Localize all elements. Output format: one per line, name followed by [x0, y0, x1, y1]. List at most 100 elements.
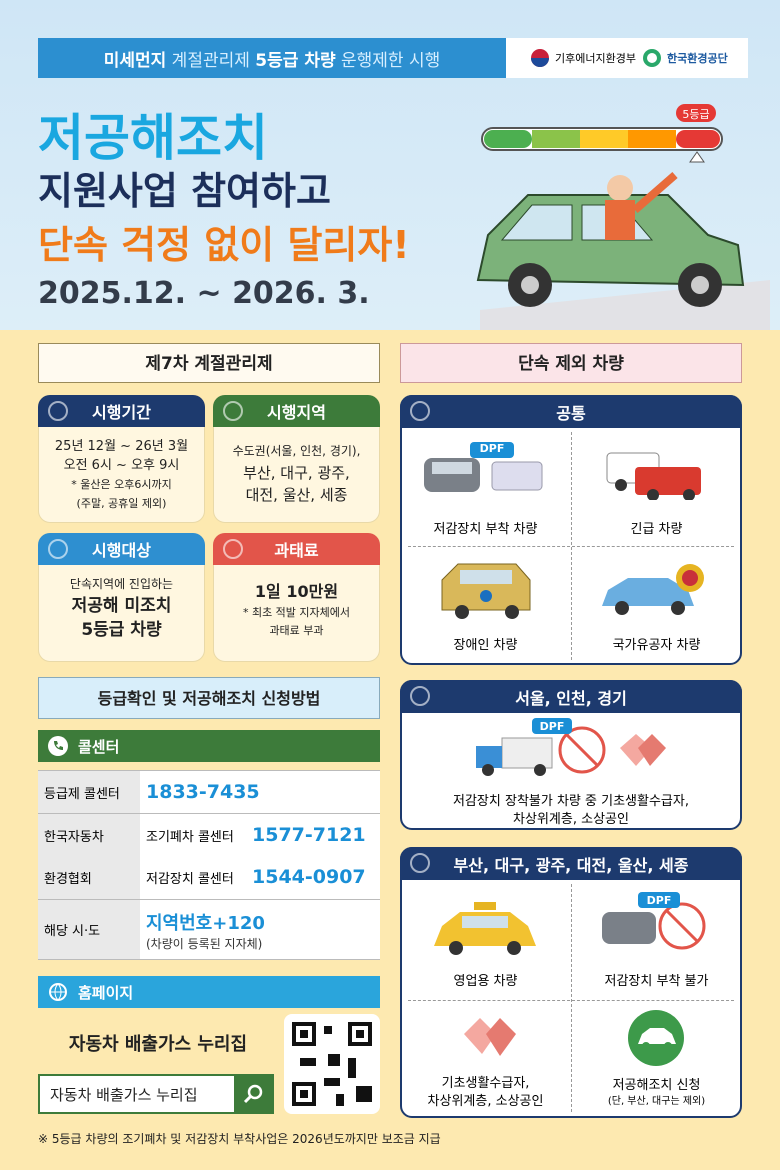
shape [531, 58, 549, 67]
shape [223, 539, 243, 559]
shape [647, 489, 659, 500]
dpf-car-icon [424, 442, 543, 492]
shape [247, 1084, 263, 1100]
item-label: 저공해조치 신청 [612, 1078, 701, 1093]
shape [689, 151, 705, 163]
shape [638, 1028, 676, 1044]
shape [671, 601, 685, 615]
shape [54, 741, 63, 750]
shape [482, 764, 494, 776]
shape [484, 130, 532, 148]
banner-part: 운행제한 시행 [335, 50, 441, 71]
shape [676, 130, 720, 148]
shape [580, 130, 628, 148]
gauge-label: 5등급 [682, 108, 710, 121]
box-header: 시행기간 [38, 395, 205, 427]
box-body: 1일 10만원 * 최초 적발 지자체에서 과태료 부과 [213, 580, 380, 640]
shape [664, 1042, 672, 1050]
logo-icon [643, 49, 661, 67]
shape [48, 539, 68, 559]
shape [464, 1018, 496, 1054]
group-header: 서울, 인천, 경기 [400, 680, 742, 713]
text: 저공해 미조치 [71, 596, 172, 616]
shape [676, 104, 716, 122]
shape [348, 1058, 356, 1078]
banner-bold: 미세먼지 [103, 50, 167, 71]
banner-part: 계절관리제 [166, 50, 256, 71]
box-header: 시행대상 [38, 533, 205, 565]
phone-icon [48, 736, 68, 756]
shape [602, 912, 656, 944]
group-label: 서울, 인천, 경기 [515, 688, 627, 708]
title-2: 지원사업 참여하고 [38, 169, 331, 213]
shape [682, 570, 698, 586]
item-label: 국가유공자 차량 [612, 638, 701, 653]
shape [521, 276, 539, 294]
dpf-label: DPF [646, 894, 672, 907]
search-button[interactable] [234, 1076, 272, 1112]
box-label: 시행지역 [267, 403, 326, 422]
shape [635, 467, 701, 495]
shape [615, 601, 629, 615]
text: * 울산은 오후6시까지 [71, 478, 172, 491]
box-header: 시행지역 [213, 395, 380, 427]
footnote: ※ 5등급 차량의 조기폐차 및 저감장치 부착사업은 2026년도까지만 보조… [38, 1132, 441, 1146]
dpf-label: DPF [539, 720, 565, 733]
shape [505, 605, 519, 619]
logo-text: 기후에너지환경부 [555, 52, 636, 65]
center-name: 저감장치 콜센터 [146, 871, 234, 887]
shape [410, 401, 430, 421]
dpf-no-icon [602, 892, 706, 950]
shape [534, 764, 546, 776]
truck-icon [476, 718, 666, 776]
item-label: 저감장치 부착 불가 [604, 974, 709, 989]
taxi-icon [434, 902, 536, 955]
section-title: 제7차 계절관리제 [38, 343, 380, 383]
logo-1: 기후에너지환경부 [530, 48, 636, 68]
shape [432, 462, 472, 474]
shape [605, 200, 635, 240]
item-label: 장애인 차량 [453, 638, 518, 653]
row-line [38, 899, 380, 900]
divider [571, 884, 572, 1112]
disabled-car-icon [441, 563, 531, 619]
text: 5등급 차량 [81, 620, 162, 640]
shape [532, 130, 580, 148]
shape [460, 570, 512, 584]
shape [602, 578, 694, 606]
box-body: 25년 12월 ~ 26년 3월 오전 6시 ~ 오후 9시 * 울산은 오후6시까… [38, 437, 205, 513]
table: 등급제 콜센터 1833-7435 한국자동차 환경협회 조기폐차 콜센터 15… [38, 770, 380, 960]
text: 25년 12월 ~ 26년 3월 [54, 439, 189, 454]
shape [356, 1030, 364, 1038]
box-body: 수도권(서울, 인천, 경기), 부산, 대구, 광주, 대전, 울산, 세종 [213, 440, 380, 506]
shape [683, 489, 695, 500]
banner-bold: 5등급 차량 [255, 50, 336, 71]
shape [615, 479, 627, 491]
shape [691, 276, 709, 294]
qr-code [284, 1014, 380, 1114]
shape [642, 1042, 650, 1050]
text: 단속지역에 진입하는 [69, 577, 174, 591]
banner-text: 미세먼지 계절관리제 5등급 차량 운행제한 시행 [38, 38, 506, 78]
item-label: 저감장치 부착 차량 [433, 522, 538, 537]
shape [324, 1078, 340, 1086]
shape [564, 732, 600, 768]
shape [607, 175, 633, 201]
shape [300, 1030, 364, 1098]
search-icon [243, 1084, 263, 1104]
text: (주말, 공휴일 제외) [76, 497, 167, 510]
table-col [38, 771, 140, 959]
group-header: 부산, 대구, 광주, 대전, 울산, 세종 [400, 847, 742, 880]
call-center-bar: 콜센터 [38, 730, 380, 762]
shape [449, 941, 463, 955]
group-header: 공통 [400, 395, 742, 428]
homepage-bar: 홈페이지 [38, 976, 380, 1008]
shape [532, 718, 572, 734]
dpf-label: DPF [479, 442, 505, 455]
row-label: 등급제 콜센터 [44, 786, 120, 802]
box-header: 과태료 [213, 533, 380, 565]
search-box: 자동차 배출가스 누리집 [38, 1074, 274, 1114]
section-title: 단속 제외 차량 [400, 343, 742, 383]
row-label: 환경협회 [44, 871, 92, 887]
